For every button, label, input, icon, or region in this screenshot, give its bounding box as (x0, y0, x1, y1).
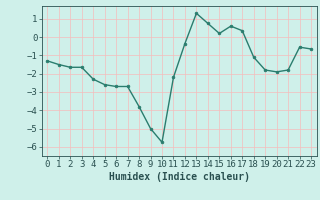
X-axis label: Humidex (Indice chaleur): Humidex (Indice chaleur) (109, 172, 250, 182)
